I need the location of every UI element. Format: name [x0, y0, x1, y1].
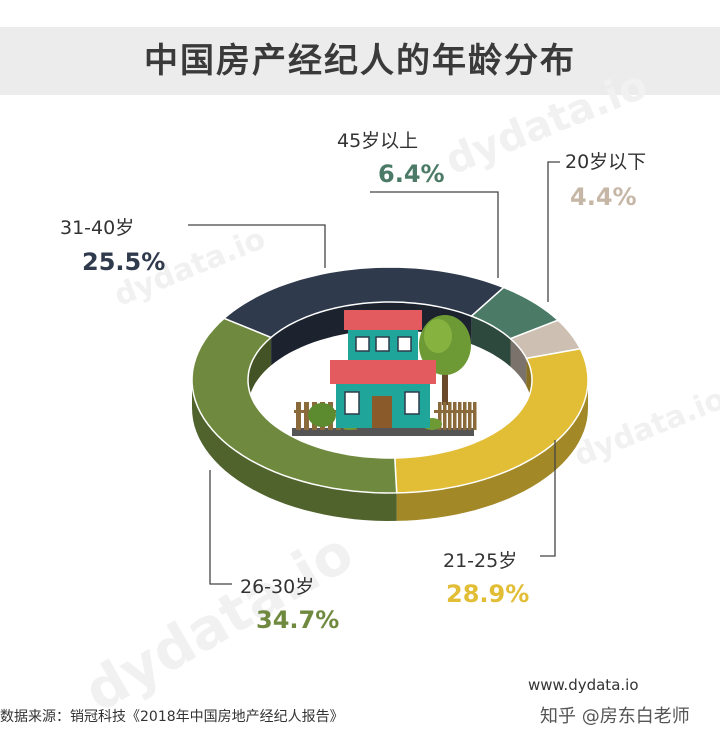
ground	[292, 428, 474, 436]
fence-post	[463, 402, 467, 430]
fence-post	[443, 402, 447, 430]
roof-top	[344, 310, 422, 330]
leader-26-30	[209, 470, 232, 585]
label-45-plus: 45岁以上	[337, 130, 419, 152]
window	[355, 336, 370, 352]
fence-post	[453, 402, 457, 430]
fence-post	[304, 402, 309, 430]
label-21-25: 21-25岁	[443, 550, 518, 572]
data-source: 数据来源：销冠科技《2018年中国房地产经纪人报告》	[0, 709, 344, 725]
slice-inner-wall-1	[510, 338, 527, 387]
fence-post	[468, 402, 472, 430]
leader-under-20	[547, 161, 560, 302]
leader-31-40	[188, 224, 326, 268]
value-31-40: 25.5%	[82, 248, 166, 276]
value-under-20: 4.4%	[570, 183, 637, 211]
slice-4	[222, 266, 506, 339]
slice-inner-wall-3	[248, 337, 272, 408]
fence-post	[458, 402, 462, 430]
value-45-plus: 6.4%	[378, 160, 445, 188]
slice-side-3	[192, 380, 397, 521]
slice-inner-wall-0	[471, 316, 511, 367]
fence-post	[473, 402, 477, 430]
value-26-30: 34.7%	[256, 606, 340, 634]
window	[404, 391, 420, 415]
window	[344, 391, 360, 415]
bush	[308, 403, 336, 427]
chart-title: 中国房产经纪人的年龄分布	[144, 41, 576, 81]
fence-post	[438, 402, 442, 430]
fence-post	[448, 402, 452, 430]
fence-rail	[434, 410, 476, 413]
zhihu-credit: 知乎 @房东白老师	[540, 706, 690, 727]
roof-lower	[330, 360, 436, 384]
leader-lines	[188, 161, 560, 585]
site-url: www.dydata.io	[528, 676, 639, 694]
slice-side-2	[396, 380, 588, 521]
donut-slices	[191, 266, 589, 521]
label-31-40: 31-40岁	[60, 217, 135, 239]
title-bar: 中国房产经纪人的年龄分布	[0, 27, 720, 95]
label-26-30: 26-30岁	[240, 576, 315, 598]
fence-post	[296, 402, 301, 430]
value-21-25: 28.9%	[446, 580, 530, 608]
tree-crown-light	[424, 319, 452, 353]
label-under-20: 20岁以下	[565, 151, 647, 173]
leader-45-plus	[370, 191, 499, 278]
leader-21-25	[540, 440, 556, 557]
door	[372, 396, 392, 428]
window	[397, 336, 412, 352]
house-illustration	[292, 310, 477, 436]
tree-trunk	[442, 360, 448, 405]
window	[375, 336, 390, 352]
